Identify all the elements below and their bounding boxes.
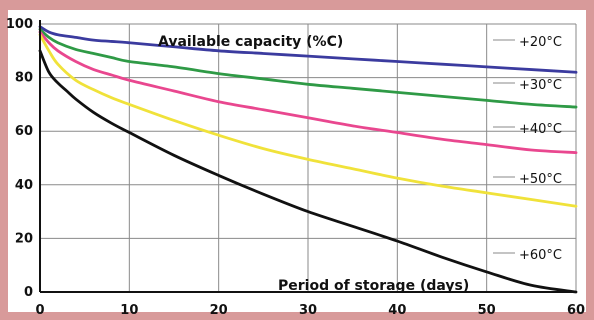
axis-frame xyxy=(39,20,576,293)
series-line-2 xyxy=(38,27,578,109)
series-label-1: +20°C xyxy=(519,35,562,50)
series-layer xyxy=(38,25,578,294)
y-tick-label-0: 0 xyxy=(24,285,33,300)
y-tick-label-20: 20 xyxy=(15,231,33,246)
x-tick-label-0: 0 xyxy=(35,303,44,318)
label-layer: +20°C +30°C +40°C +50°C +60°C xyxy=(493,35,562,263)
x-tick-label-40: 40 xyxy=(388,303,406,318)
series-line-3 xyxy=(38,30,578,155)
x-tick-label-30: 30 xyxy=(299,303,317,318)
series-line-4 xyxy=(38,33,578,208)
plot-background xyxy=(8,10,586,312)
series-label-3: +40°C xyxy=(519,122,562,137)
tick-layer: 0 10 20 30 40 50 60 0 20 40 60 80 100 xyxy=(6,17,585,318)
x-tick-label-60: 60 xyxy=(567,303,585,318)
y-tick-label-40: 40 xyxy=(15,178,33,193)
y-tick-label-60: 60 xyxy=(15,124,33,139)
series-line-5 xyxy=(38,49,578,294)
series-label-5: +60°C xyxy=(519,248,562,263)
annotation-available-capacity: Available capacity (%C) xyxy=(158,34,343,50)
x-tick-label-10: 10 xyxy=(120,303,138,318)
annotation-period-of-storage: Period of storage (days) xyxy=(278,278,469,294)
y-tick-label-80: 80 xyxy=(15,71,33,86)
x-tick-label-20: 20 xyxy=(210,303,228,318)
series-label-2: +30°C xyxy=(519,78,562,93)
x-tick-label-50: 50 xyxy=(478,303,496,318)
grid-layer xyxy=(40,23,577,292)
series-label-4: +50°C xyxy=(519,172,562,187)
y-tick-label-100: 100 xyxy=(6,17,33,32)
series-line-1 xyxy=(38,25,578,74)
